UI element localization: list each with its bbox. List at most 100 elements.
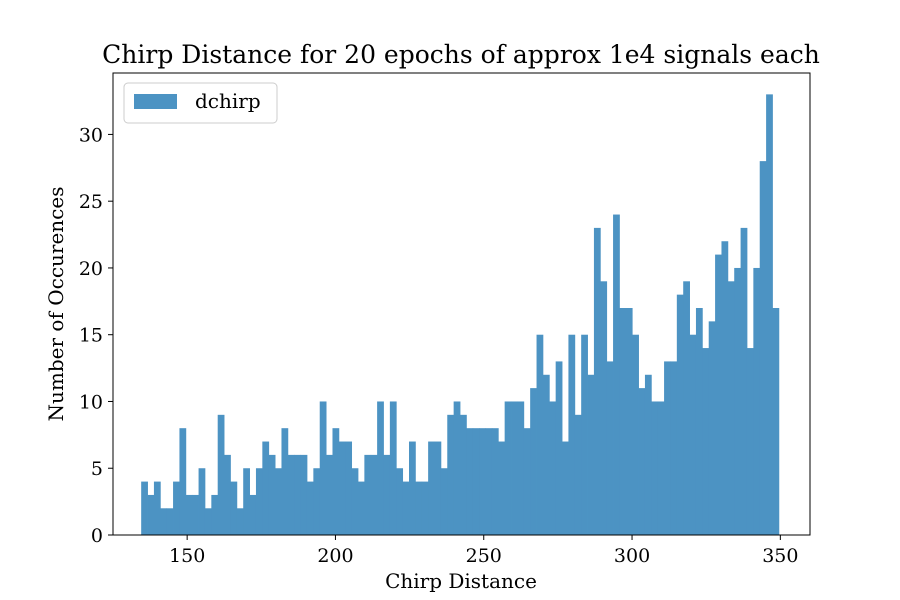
histogram-bar (498, 441, 506, 535)
histogram-bar (708, 321, 716, 535)
histogram-bar (734, 267, 741, 535)
histogram-bar (421, 481, 429, 535)
histogram-bar (319, 401, 327, 535)
histogram-bar (695, 308, 703, 535)
histogram-bar (389, 401, 397, 535)
histogram-bar (440, 468, 448, 535)
x-tick-label: 250 (466, 545, 502, 567)
histogram-bar (396, 468, 404, 535)
chart-title: Chirp Distance for 20 epochs of approx 1… (102, 40, 820, 69)
histogram-bar (402, 481, 410, 535)
legend-box (123, 82, 278, 124)
y-tick-label: 20 (79, 258, 103, 280)
histogram-bar (377, 401, 384, 535)
bars-group (141, 94, 780, 535)
histogram-bar (357, 481, 365, 535)
histogram-bar (715, 254, 722, 535)
y-tick-label: 0 (91, 525, 103, 547)
histogram-bar (753, 267, 761, 535)
histogram-bar (772, 308, 780, 535)
legend-swatch (134, 94, 177, 109)
histogram-bar (185, 494, 193, 535)
histogram-bar (727, 281, 735, 535)
histogram-bar (275, 468, 282, 535)
histogram-bar (625, 308, 633, 535)
histogram-bar (338, 441, 346, 535)
x-tick-label: 150 (169, 545, 205, 567)
histogram-bar (313, 468, 321, 535)
histogram-bar (409, 441, 416, 535)
histogram-bar (600, 281, 608, 535)
histogram-bar (166, 508, 174, 535)
histogram-bar (147, 494, 155, 535)
histogram-bar (746, 348, 754, 535)
histogram-bar (268, 454, 276, 535)
histogram-bar (211, 494, 219, 535)
histogram-bar (479, 428, 486, 535)
histogram-bar (664, 361, 671, 535)
histogram-bar (434, 441, 442, 535)
histogram-bar (581, 334, 588, 535)
histogram-bar (173, 481, 180, 535)
histogram-bar (574, 414, 582, 535)
histogram-bar (345, 441, 353, 535)
y-tick-label: 15 (79, 325, 103, 347)
histogram-bar (491, 428, 499, 535)
histogram-bar (460, 414, 467, 535)
histogram-bar (523, 428, 531, 535)
histogram-bar (204, 508, 212, 535)
histogram-bar (453, 401, 461, 535)
y-axis-label: Number of Occurences (44, 187, 68, 422)
histogram-bar (230, 481, 238, 535)
histogram-bar (683, 281, 690, 535)
histogram-bar (593, 227, 601, 535)
histogram-bar (517, 401, 525, 535)
histogram-bar (689, 334, 697, 535)
histogram-bar (153, 481, 161, 535)
x-tick-label: 350 (762, 545, 798, 567)
histogram-bar (740, 227, 748, 535)
histogram-bar (619, 308, 627, 535)
histogram-bar (657, 401, 665, 535)
histogram-bar (613, 214, 620, 535)
histogram-bar (351, 468, 359, 535)
histogram-bar (300, 454, 308, 535)
histogram-bar (549, 401, 557, 535)
histogram-bar (759, 161, 767, 535)
histogram-bar (485, 428, 493, 535)
histogram-bar (511, 401, 518, 535)
histogram-bar (332, 428, 340, 535)
histogram-bar (236, 508, 244, 535)
histogram-bar (466, 428, 474, 535)
histogram-bar (364, 454, 372, 535)
x-axis-label: Chirp Distance (385, 569, 537, 593)
histogram-bar (217, 414, 225, 535)
histogram-bar (198, 468, 206, 535)
y-tick-label: 25 (79, 191, 103, 213)
histogram-bar (326, 454, 333, 535)
legend: dchirp (123, 82, 278, 124)
histogram-bar (536, 334, 544, 535)
histogram-bar (644, 374, 652, 535)
histogram-bar (294, 454, 301, 535)
histogram-bar (262, 441, 270, 535)
histogram-bar (676, 294, 684, 535)
histogram-bar (383, 454, 391, 535)
histogram-bar (504, 401, 512, 535)
histogram-bar (160, 508, 168, 535)
histogram-bar (606, 361, 614, 535)
histogram-bar (249, 494, 257, 535)
x-tick-label: 300 (614, 545, 650, 567)
histogram-bar (632, 334, 639, 535)
histogram-bar (428, 441, 435, 535)
histogram-bar (243, 468, 250, 535)
histogram-bar (568, 334, 576, 535)
y-axis: 0 5 10 15 20 25 30 (79, 124, 113, 547)
histogram-bar (224, 454, 231, 535)
y-tick-label: 10 (79, 391, 103, 413)
histogram-bar (306, 481, 314, 535)
histogram-bar (287, 454, 295, 535)
histogram-bar (192, 494, 199, 535)
histogram-bar (670, 361, 678, 535)
